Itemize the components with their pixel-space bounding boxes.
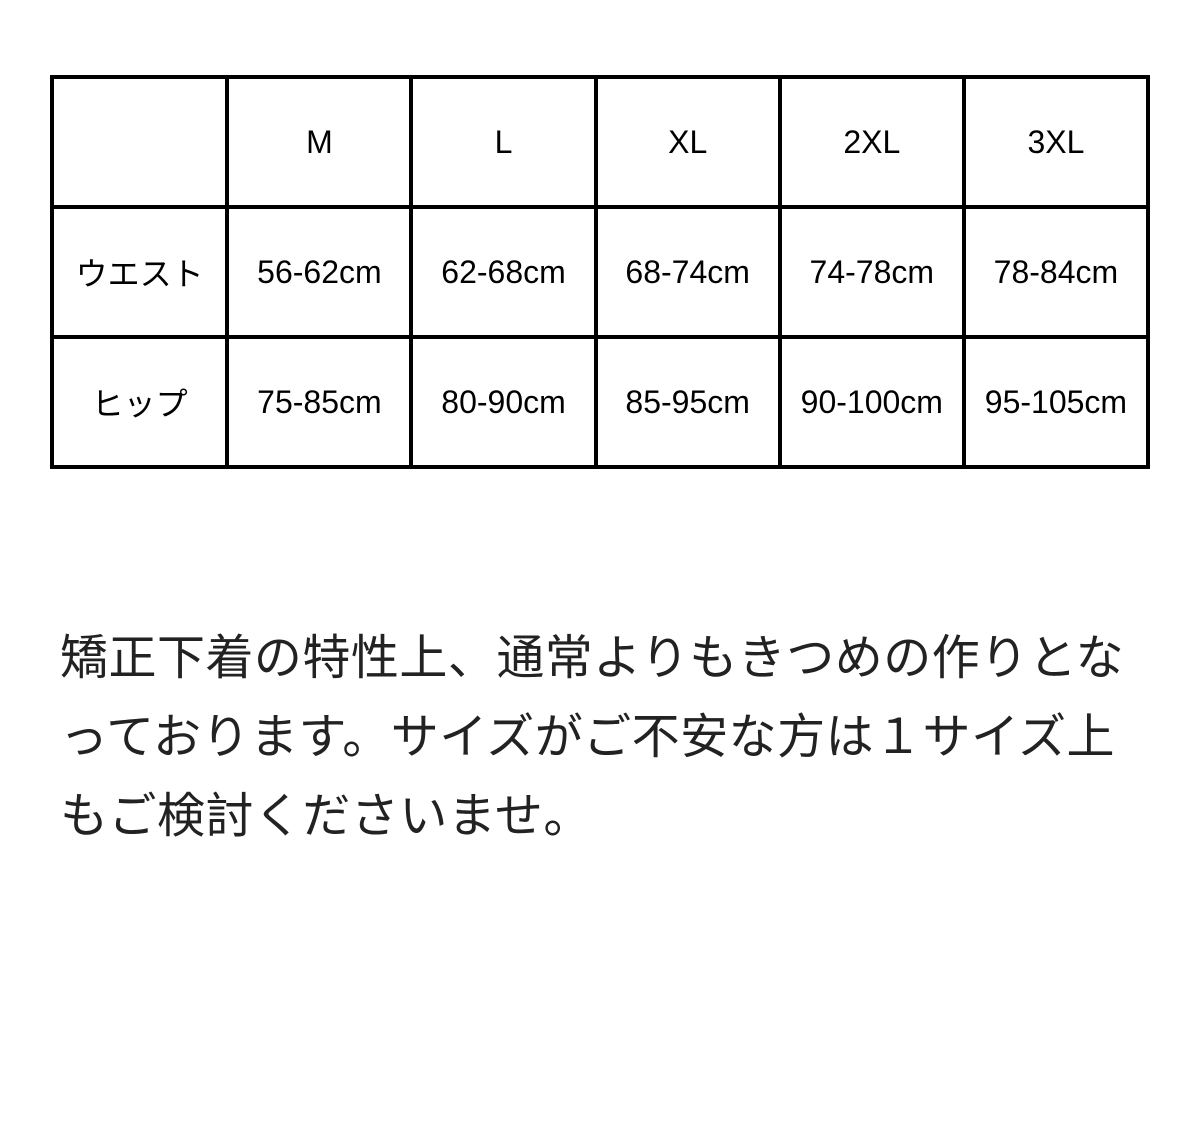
cell-hip-3xl: 95-105cm	[964, 337, 1148, 467]
header-size-m: M	[227, 77, 411, 207]
table-header-row: M L XL 2XL 3XL	[52, 77, 1148, 207]
header-size-xl: XL	[596, 77, 780, 207]
cell-waist-3xl: 78-84cm	[964, 207, 1148, 337]
header-blank	[52, 77, 227, 207]
cell-waist-m: 56-62cm	[227, 207, 411, 337]
header-size-l: L	[411, 77, 595, 207]
row-label-waist: ウエスト	[52, 207, 227, 337]
size-chart-table: M L XL 2XL 3XL ウエスト 56-62cm 62-68cm 68-7…	[50, 75, 1150, 469]
cell-hip-m: 75-85cm	[227, 337, 411, 467]
cell-waist-2xl: 74-78cm	[780, 207, 964, 337]
header-size-2xl: 2XL	[780, 77, 964, 207]
cell-hip-xl: 85-95cm	[596, 337, 780, 467]
cell-waist-l: 62-68cm	[411, 207, 595, 337]
table-row: ウエスト 56-62cm 62-68cm 68-74cm 74-78cm 78-…	[52, 207, 1148, 337]
row-label-hip: ヒップ	[52, 337, 227, 467]
cell-waist-xl: 68-74cm	[596, 207, 780, 337]
table-row: ヒップ 75-85cm 80-90cm 85-95cm 90-100cm 95-…	[52, 337, 1148, 467]
sizing-note: 矯正下着の特性上、通常よりもきつめの作りとなっております。サイズがご不安な方は１…	[50, 619, 1150, 857]
cell-hip-2xl: 90-100cm	[780, 337, 964, 467]
cell-hip-l: 80-90cm	[411, 337, 595, 467]
header-size-3xl: 3XL	[964, 77, 1148, 207]
